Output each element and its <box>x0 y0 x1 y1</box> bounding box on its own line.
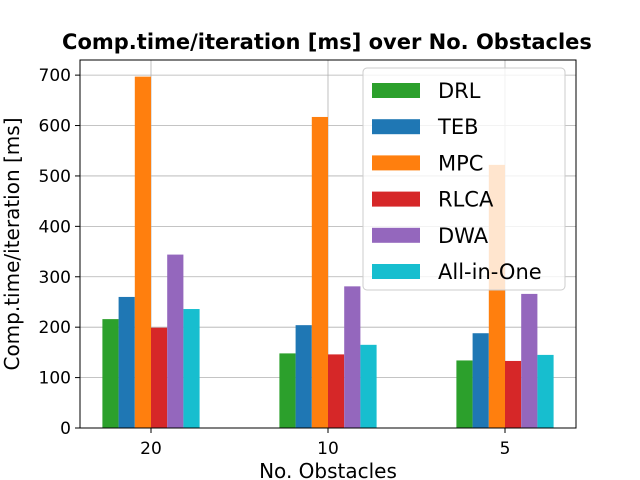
bar-teb <box>472 333 489 428</box>
bar-dwa <box>167 254 184 428</box>
y-tick-label: 400 <box>39 217 71 237</box>
legend-swatch <box>372 83 420 98</box>
legend-label: DWA <box>438 224 489 248</box>
bar-rlca <box>328 354 345 428</box>
bar-dwa <box>344 286 361 428</box>
x-tick-label: 5 <box>500 439 511 459</box>
bar-all-in-one <box>537 354 554 428</box>
y-axis-label: Comp.time/iteration [ms] <box>0 117 24 370</box>
chart-title: Comp.time/iteration [ms] over No. Obstac… <box>62 30 592 54</box>
legend-label: MPC <box>438 151 483 175</box>
y-tick-label: 600 <box>39 117 71 137</box>
legend-swatch <box>372 264 420 279</box>
bar-drl <box>456 360 473 428</box>
legend-label: RLCA <box>438 188 494 212</box>
x-tick-label: 20 <box>140 439 162 459</box>
bar-drl <box>279 353 296 428</box>
y-tick-label: 0 <box>60 419 71 439</box>
bar-dwa <box>521 293 538 428</box>
y-tick-label: 500 <box>39 167 71 187</box>
y-tick-label: 300 <box>39 268 71 288</box>
bar-all-in-one <box>360 344 377 428</box>
x-tick-label: 10 <box>317 439 339 459</box>
bars <box>102 76 554 428</box>
y-tick-label: 700 <box>39 66 71 86</box>
bar-teb <box>118 296 135 428</box>
legend-label: DRL <box>438 79 481 103</box>
y-tick-label: 100 <box>39 369 71 389</box>
bar-rlca <box>505 360 522 428</box>
y-tick-label: 200 <box>39 318 71 338</box>
legend-swatch <box>372 155 420 171</box>
y-axis-ticks: 0 100 200 300 400 500 600 700 <box>39 66 80 439</box>
x-axis-ticks: 20 10 5 <box>140 428 510 459</box>
legend-label: All-in-One <box>438 260 542 284</box>
bar-teb <box>295 325 312 428</box>
x-axis-label: No. Obstacles <box>259 459 397 480</box>
bar-mpc <box>311 116 328 428</box>
legend-swatch <box>372 119 420 135</box>
legend-swatch <box>372 227 420 243</box>
bar-drl <box>102 319 119 428</box>
bar-rlca <box>151 327 168 428</box>
legend: DRL TEB MPC RLCA DWA All-in-One <box>362 67 566 291</box>
bar-mpc <box>134 76 151 428</box>
bar-all-in-one <box>183 309 200 428</box>
legend-label: TEB <box>437 115 479 139</box>
legend-swatch <box>372 191 420 207</box>
